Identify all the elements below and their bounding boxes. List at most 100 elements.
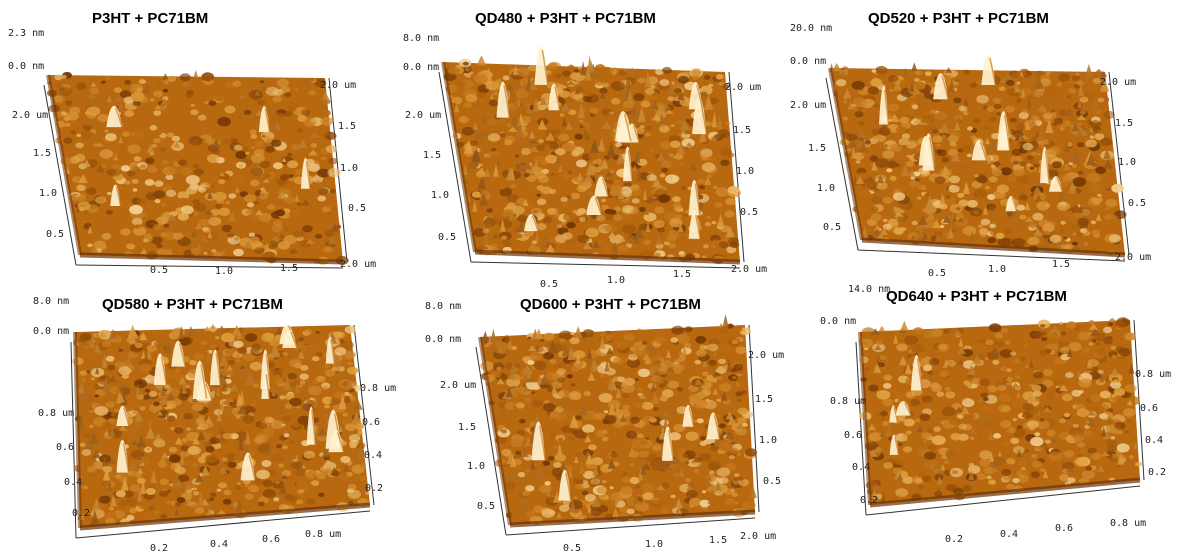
y-axis-label: 0.4 [852,462,871,473]
y-axis-label: 0.6 [56,442,75,453]
x-axis-right-label: 0.2 [365,483,384,494]
z-min-label: 0.0 nm [425,334,462,345]
x-axis-bottom-label: 1.5 [673,269,692,280]
x-axis-right-label: 1.0 [340,163,359,174]
y-axis-label: 0.2 [72,508,91,519]
y-axis-label: 1.0 [39,188,58,199]
afm-panel-qd640: QD640 + P3HT + PC71BM 14.0 nm 0.0 nm 0.8… [790,280,1187,560]
x-axis-bottom-label: 1.0 [215,266,234,277]
x-axis-bottom-label: 0.5 [928,268,947,279]
z-min-label: 0.0 nm [790,56,827,67]
x-axis-right-label: 0.5 [763,476,782,487]
x-axis-right-label: 0.6 [362,417,381,428]
y-axis-label: 0.8 um [830,396,867,407]
x-axis-right-label: 0.5 [1128,198,1147,209]
afm-surface-qd480 [438,46,745,269]
x-axis-right-label: 0.6 [1140,403,1159,414]
y-axis-label: 1.5 [423,150,442,161]
x-axis-right-label: 0.5 [740,207,759,218]
x-axis-right-label: 1.5 [1115,118,1134,129]
z-min-label: 0.0 nm [820,316,857,327]
y-axis-label: 0.5 [438,232,457,243]
panel-title: P3HT + PC71BM [92,10,209,27]
x-axis-right-label: 0.8 um [1135,369,1172,380]
x-axis-bottom-label: 2.0 um [340,259,377,270]
afm-panel-qd600: QD600 + P3HT + PC71BM 8.0 nm 0.0 nm 2.0 … [395,280,790,560]
x-axis-bottom-label: 1.5 [280,263,299,274]
x-axis-bottom-label: 1.0 [645,539,664,550]
z-max-label: 2.3 nm [8,28,45,39]
x-axis-bottom-label: 2.0 um [1115,252,1152,263]
y-axis-label: 0.5 [477,501,496,512]
x-axis-bottom-label: 0.8 um [1110,518,1147,529]
x-axis-bottom-label: 0.4 [210,539,229,550]
x-axis-right-label: 0.2 [1148,467,1167,478]
afm-surface-qd640 [855,317,1145,516]
afm-panel-p3ht-pc71bm: P3HT + PC71BM 2.3 nm 0.0 nm 2.0 um 1.5 1… [0,0,395,280]
x-axis-right-label: 2.0 um [748,350,785,361]
y-axis-label: 0.5 [823,222,842,233]
afm-panel-qd520: QD520 + P3HT + PC71BM 20.0 nm 0.0 nm 2.0… [790,0,1187,280]
afm-panel-qd580: QD580 + P3HT + PC71BM 8.0 nm 0.0 nm 0.8 … [0,280,397,560]
x-axis-bottom-label: 0.6 [262,534,281,545]
panel-title: QD480 + P3HT + PC71BM [475,10,656,27]
y-axis-label: 0.2 [860,495,879,506]
x-axis-bottom-label: 1.0 [988,264,1007,275]
x-axis-bottom-label: 0.5 [150,265,169,276]
panel-title: QD640 + P3HT + PC71BM [886,288,1067,305]
z-max-label: 14.0 nm [848,284,891,295]
y-axis-label: 2.0 um [440,380,477,391]
x-axis-right-label: 1.5 [338,121,357,132]
y-axis-label: 0.8 um [38,408,75,419]
afm-surface-qd520 [825,54,1130,262]
y-axis-label: 1.5 [33,148,52,159]
x-axis-right-label: 1.0 [736,166,755,177]
x-axis-bottom-label: 0.5 [563,543,582,554]
x-axis-right-label: 1.0 [759,435,778,446]
x-axis-right-label: 0.4 [364,450,383,461]
y-axis-label: 1.5 [458,422,477,433]
x-axis-bottom-label: 0.2 [945,534,964,545]
x-axis-bottom-label: 0.8 um [305,529,342,540]
z-max-label: 20.0 nm [790,23,833,34]
x-axis-bottom-label: 0.6 [1055,523,1074,534]
y-axis-label: 0.6 [844,430,863,441]
y-axis-label: 1.0 [467,461,486,472]
y-axis-label: 2.0 um [790,100,827,111]
x-axis-bottom-label: 1.5 [709,535,728,546]
z-min-label: 0.0 nm [33,326,70,337]
z-max-label: 8.0 nm [403,33,440,44]
x-axis-bottom-label: 2.0 um [731,264,768,275]
y-axis-label: 2.0 um [12,110,49,121]
y-axis-label: 2.0 um [405,110,442,121]
y-axis-label: 1.0 [817,183,836,194]
y-axis-label: 1.5 [808,143,827,154]
z-min-label: 0.0 nm [8,61,45,72]
x-axis-right-label: 2.0 um [320,80,357,91]
x-axis-bottom-label: 0.2 [150,543,169,554]
panel-title: QD580 + P3HT + PC71BM [102,296,283,313]
afm-surface-p3ht-pc71bm [43,69,349,269]
afm-surface-qd580 [70,323,375,539]
y-axis-label: 0.4 [64,477,83,488]
x-axis-bottom-label: 2.0 um [740,531,777,542]
z-max-label: 8.0 nm [425,301,462,312]
x-axis-right-label: 2.0 um [725,82,762,93]
x-axis-bottom-label: 1.5 [1052,259,1071,270]
z-min-label: 0.0 nm [403,62,440,73]
x-axis-right-label: 2.0 um [1100,77,1137,88]
x-axis-bottom-label: 0.5 [540,279,559,290]
x-axis-bottom-label: 1.0 [607,275,626,286]
x-axis-right-label: 0.4 [1145,435,1164,446]
x-axis-right-label: 1.5 [733,125,752,136]
afm-surface-qd600 [475,313,760,536]
panel-title: QD600 + P3HT + PC71BM [520,296,701,313]
x-axis-right-label: 0.5 [348,203,367,214]
z-max-label: 8.0 nm [33,296,70,307]
x-axis-right-label: 1.5 [755,394,774,405]
x-axis-right-label: 0.8 um [360,383,397,394]
x-axis-bottom-label: 0.4 [1000,529,1019,540]
afm-panel-qd480: QD480 + P3HT + PC71BM 8.0 nm 0.0 nm 2.0 … [395,0,790,290]
y-axis-label: 0.5 [46,229,65,240]
x-axis-right-label: 1.0 [1118,157,1137,168]
